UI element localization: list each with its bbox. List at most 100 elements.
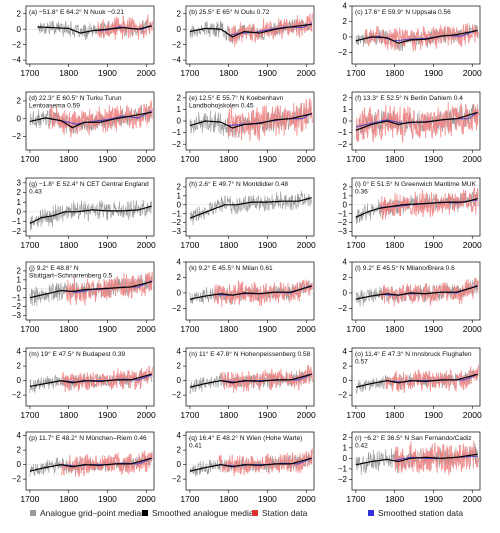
x-tick-label: 1800: [59, 240, 78, 250]
y-tick-label: −2: [172, 391, 182, 400]
x-tick-label: 1700: [180, 494, 199, 504]
x-tick-label: 1800: [219, 324, 238, 334]
legend-label: Smoothed analogue median: [152, 508, 259, 518]
y-tick-label: −4: [172, 56, 182, 65]
x-tick-label: 1800: [385, 494, 404, 504]
smoothed-analogue-line: [29, 281, 152, 299]
y-tick-label: 0: [17, 284, 22, 293]
y-tick-label: −2: [338, 48, 348, 57]
panel-frame: [25, 5, 155, 65]
x-tick-label: 1800: [385, 324, 404, 334]
station-series: [228, 13, 313, 47]
x-tick-label: 2000: [137, 240, 156, 250]
x-tick-label: 1800: [385, 240, 404, 250]
panel-label: (p) 11.7° E 48.2° N München–Riem 0.46: [29, 434, 147, 442]
panel-d: (d) 22.3° E 60.5° N Turku Turun Lentoasem…: [12, 91, 156, 164]
panel-label: (d) 22.3° E 60.5° N Turku Turun Lentoasem…: [29, 94, 122, 110]
panel-plot-area: [26, 365, 154, 394]
y-tick-label: 1: [177, 105, 182, 114]
x-tick-label: 2000: [137, 324, 156, 334]
x-tick-label: 1800: [385, 410, 404, 420]
panel-frame: [185, 177, 315, 237]
x-tick-label: 1900: [98, 410, 117, 420]
station-series: [48, 100, 153, 138]
x-tick-label: 1800: [59, 410, 78, 420]
x-tick-label: 1700: [346, 494, 365, 504]
panel-label: (q) 16.4° E 48.2° N Wien (Hohe Warte) 0.4…: [189, 434, 303, 450]
legend: Analogue grid–point median Smoothed analo…: [30, 508, 463, 518]
y-tick-label: 2: [343, 93, 348, 102]
x-tick-label: 2000: [137, 154, 156, 164]
panel-g: (g) −1.8° E 52.4° N CET Central England 0…: [12, 177, 156, 250]
x-tick-label: 1900: [424, 324, 443, 334]
x-tick-label: 2000: [297, 154, 316, 164]
y-tick-label: 0: [343, 376, 348, 385]
panel-label: (n) 11° E 47.8° N Hohenpeissenberg 0.58: [189, 350, 311, 358]
panel-l: (l) 9.2° E 45.5° N Milano/Brera 0.6 4 2 0 −2…: [338, 258, 482, 334]
x-tick-label: 2000: [297, 410, 316, 420]
panel-frame: [25, 347, 155, 407]
smoothed-analogue-line: [29, 205, 152, 224]
panel-b: (b) 25.5° E 65° N Oulu 0.72 2 0 −2 −4 1700 180…: [172, 5, 316, 78]
x-tick-label: 1800: [385, 154, 404, 164]
legend-label: Station data: [262, 508, 308, 518]
x-tick-label: 1800: [385, 68, 404, 78]
smoothed-analogue-line: [355, 453, 478, 466]
station-series: [355, 102, 479, 143]
panel-frame: [25, 91, 155, 151]
y-tick-label: 2: [177, 93, 182, 102]
panel-frame: [351, 177, 481, 237]
x-tick-label: 1900: [258, 410, 277, 420]
y-tick-label: 1: [177, 191, 182, 200]
panel-label: (r) −6.2° E 36.5° N San Fernando/Cadiz 0.…: [355, 434, 472, 450]
x-tick-label: 1900: [98, 324, 117, 334]
panel-label: (k) 9.2° E 45.5° N Milan 0.61: [189, 264, 273, 272]
panel-plot-area: [186, 364, 314, 395]
x-tick-label: 1900: [258, 324, 277, 334]
panel-frame: [185, 5, 315, 65]
x-tick-label: 1700: [346, 324, 365, 334]
panel-frame: [185, 261, 315, 321]
y-tick-label: −3: [172, 227, 182, 236]
panel-frame: [185, 347, 315, 407]
y-tick-label: 2: [17, 446, 22, 455]
y-tick-label: 2: [177, 273, 182, 282]
legend-swatch: [30, 510, 36, 516]
x-tick-label: 1900: [258, 68, 277, 78]
x-tick-label: 1700: [346, 154, 365, 164]
small-multiples-grid: (a) −51.8° E 64.2° N Nuuk −0.21 2 0 −2 −4 170…: [12, 2, 482, 504]
smoothed-analogue-line: [355, 198, 478, 218]
legend-label: Smoothed station data: [378, 508, 463, 518]
legend-swatch: [252, 510, 258, 516]
y-tick-label: 0: [343, 33, 348, 42]
x-tick-label: 1800: [59, 324, 78, 334]
y-tick-label: 0: [177, 376, 182, 385]
x-tick-label: 1700: [20, 410, 39, 420]
x-tick-label: 1900: [424, 240, 443, 250]
y-tick-label: 1: [343, 443, 348, 452]
x-tick-label: 1700: [180, 154, 199, 164]
panel-r: (r) −6.2° E 36.5° N San Fernando/Cadiz 0.…: [338, 431, 482, 504]
y-tick-label: 1: [343, 191, 348, 200]
x-tick-label: 2000: [463, 154, 482, 164]
panel-frame: [351, 261, 481, 321]
y-tick-label: −2: [172, 218, 182, 227]
smoothed-analogue-line: [189, 285, 312, 300]
station-series: [385, 365, 479, 393]
x-tick-label: 1700: [346, 240, 365, 250]
smoothed-analogue-line: [189, 24, 312, 38]
y-tick-label: −1: [338, 465, 348, 474]
smoothed-analogue-line: [189, 113, 312, 129]
panel-plot-area: [26, 100, 154, 138]
y-tick-label: 0: [343, 200, 348, 209]
x-tick-label: 1700: [180, 240, 199, 250]
panel-o: (o) 11.4° E 47.3° N Innsbruck Flughafen 0…: [338, 347, 482, 420]
smoothed-analogue-line: [189, 373, 312, 388]
y-tick-label: 0: [17, 114, 22, 123]
x-tick-label: 2000: [137, 494, 156, 504]
x-tick-label: 1800: [59, 154, 78, 164]
y-tick-label: 1: [17, 198, 22, 207]
y-tick-label: 4: [343, 347, 348, 356]
panel-e: (e) 12.5° E 55.7° N Koebenhavn Landbohojs…: [172, 91, 316, 164]
